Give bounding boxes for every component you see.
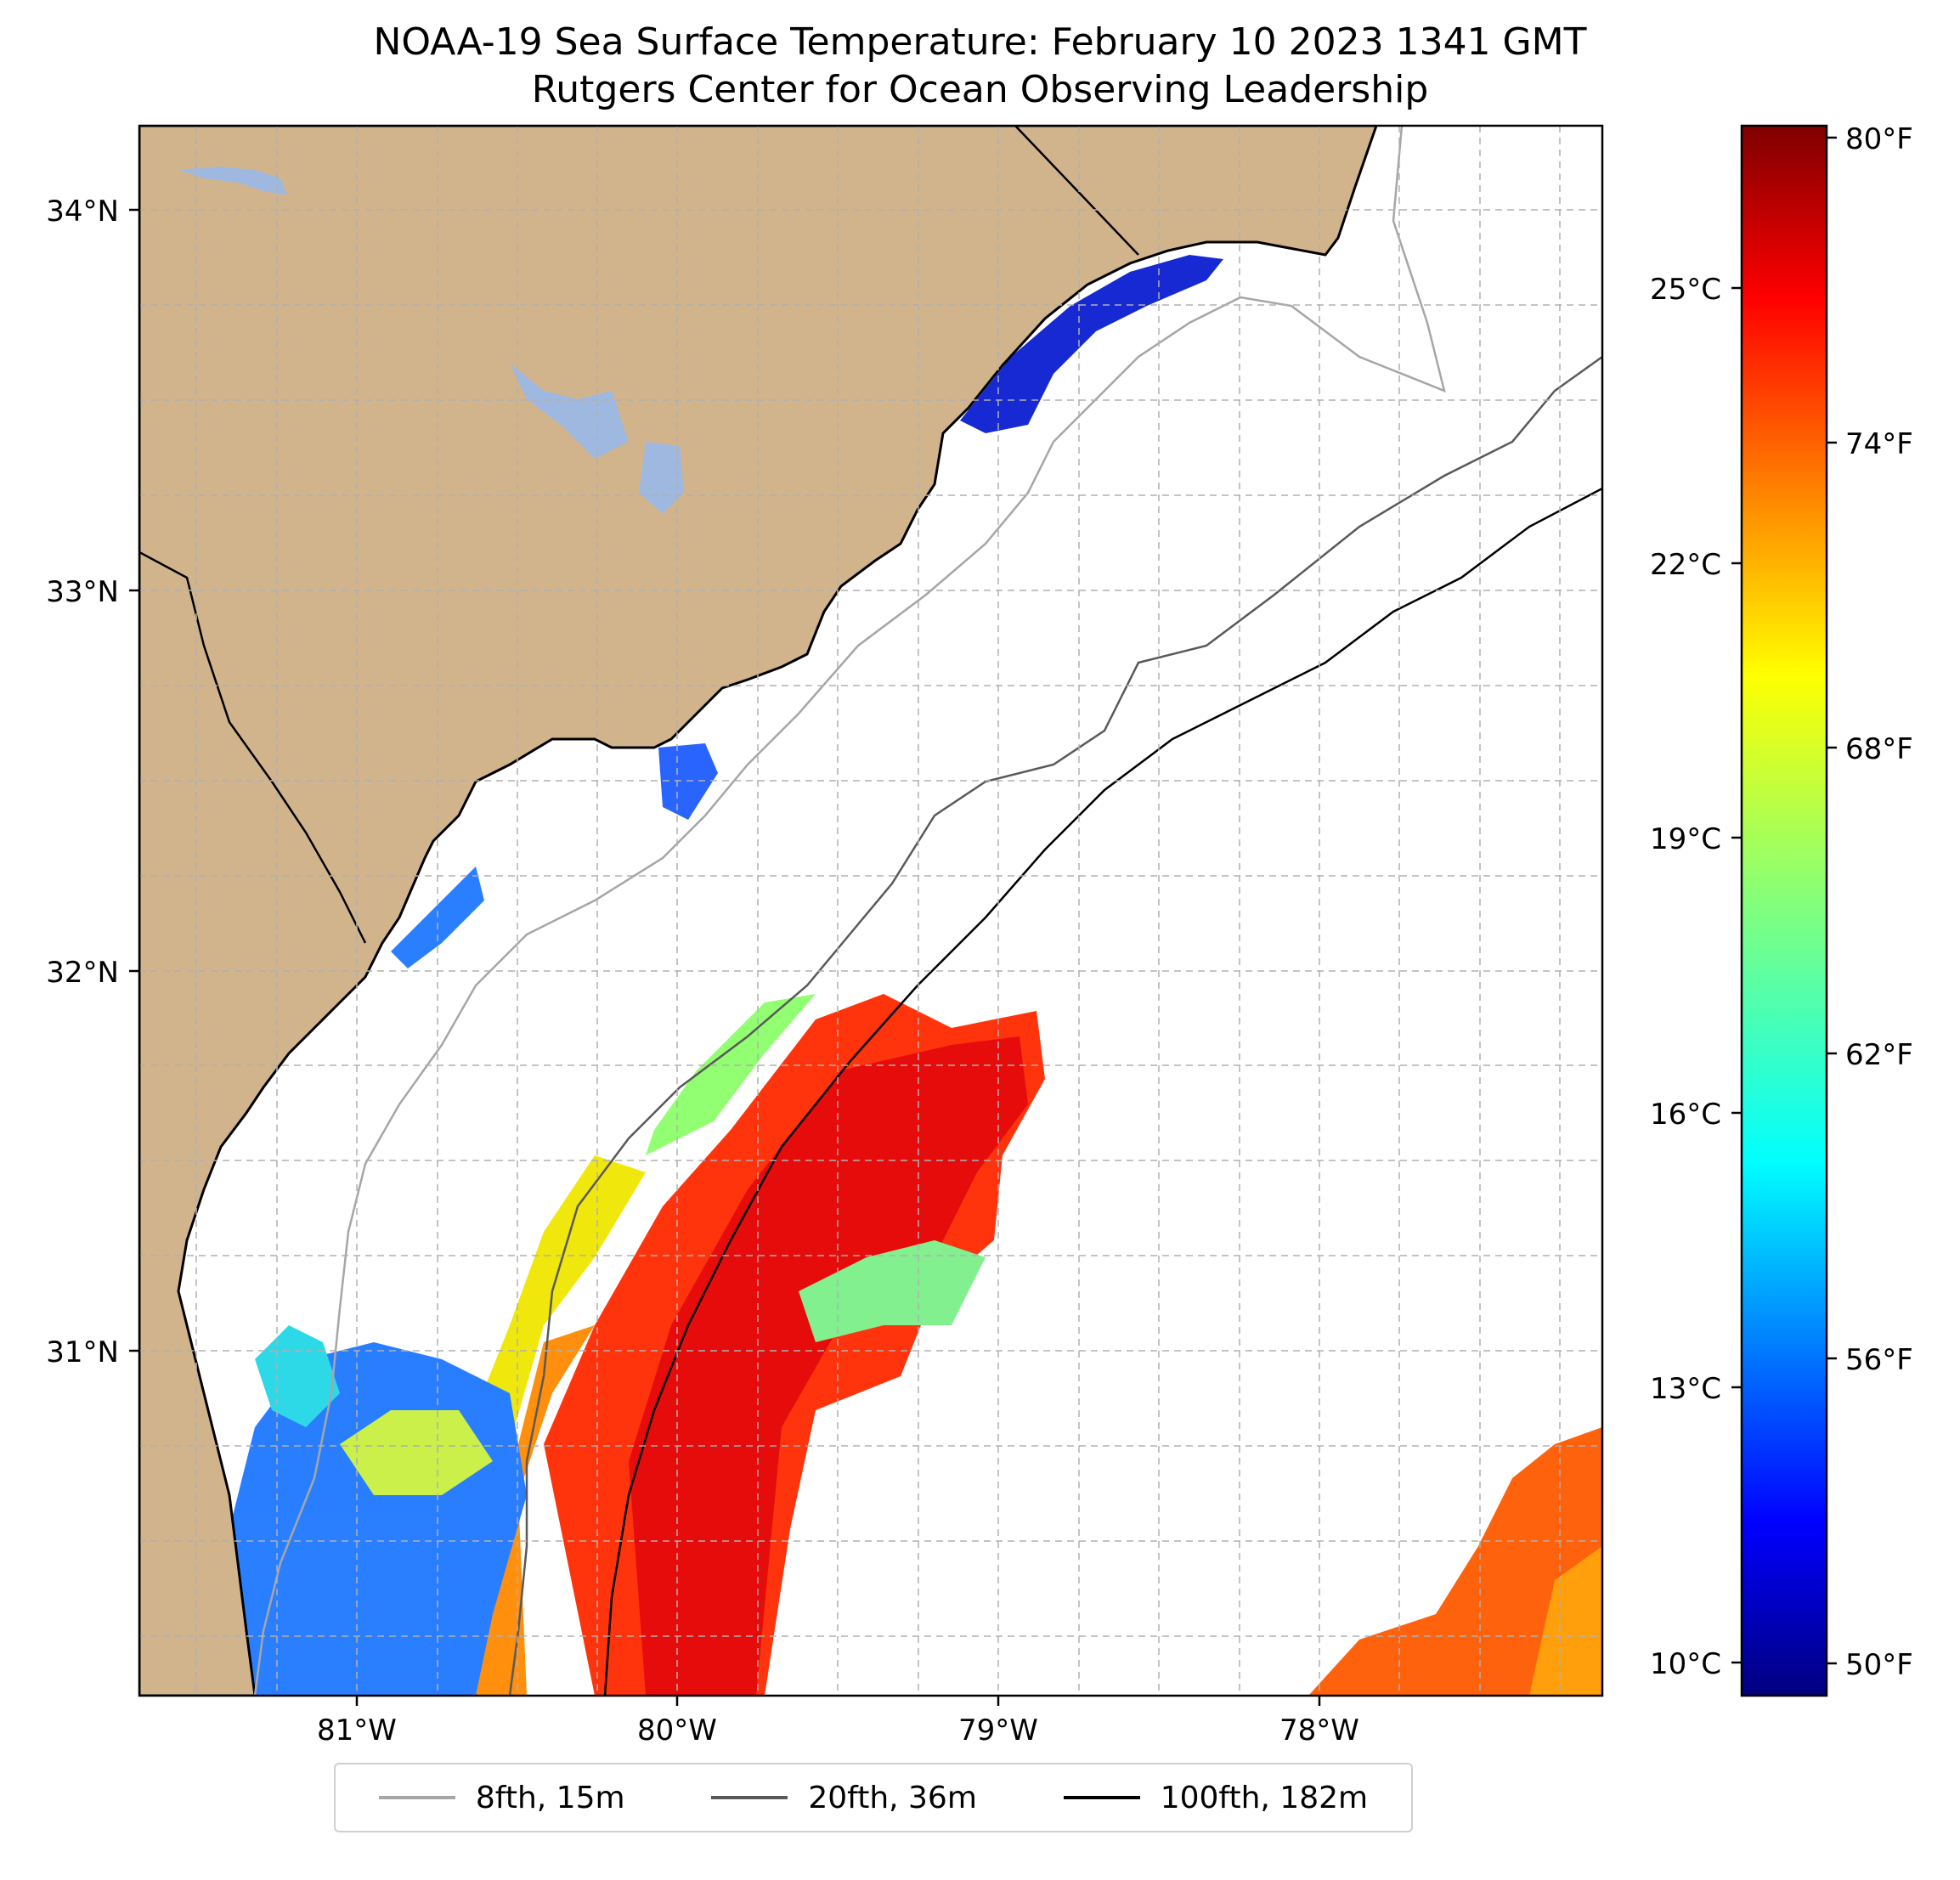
- state-border-sc-ga: [139, 550, 367, 944]
- colorbar-f-80: 80°F: [1845, 122, 1913, 156]
- colorbar-f-50: 50°F: [1845, 1648, 1913, 1682]
- graticule: [139, 126, 1602, 1696]
- lake-north: [178, 167, 287, 195]
- legend-label-100fth: 100fth, 182m: [1160, 1780, 1369, 1815]
- colorbar-c-10: 10°C: [1650, 1647, 1721, 1681]
- map-subtitle: Rutgers Center for Ocean Observing Leade…: [531, 68, 1429, 111]
- map-area: 34°N 33°N 32°N 31°N 81°W 80°W 79°W 78°W: [46, 124, 1604, 1747]
- lat-label-31: 31°N: [46, 1335, 119, 1369]
- legend-line-20fth: [711, 1796, 788, 1799]
- lake-marion: [639, 442, 684, 514]
- colorbar-f-56: 56°F: [1845, 1343, 1913, 1377]
- colorbar-c-19: 19°C: [1650, 822, 1721, 856]
- lat-label-33: 33°N: [46, 575, 119, 609]
- lat-label-32: 32°N: [46, 956, 119, 990]
- colorbar-f-62: 62°F: [1845, 1038, 1913, 1072]
- legend-label-8fth: 8fth, 15m: [475, 1780, 625, 1815]
- lon-label-80: 80°W: [637, 1713, 717, 1747]
- map-title: NOAA-19 Sea Surface Temperature: Februar…: [373, 20, 1587, 64]
- contour-20fth: [508, 355, 1602, 1696]
- legend-label-20fth: 20fth, 36m: [808, 1780, 977, 1815]
- colorbar-c-25: 25°C: [1650, 273, 1721, 307]
- land-mass: [139, 126, 1378, 1696]
- contour-100fth: [603, 487, 1602, 1696]
- lat-label-34: 34°N: [46, 195, 119, 229]
- sst-north-cold: [960, 255, 1223, 433]
- colorbar-gradient: [1740, 124, 1828, 1697]
- colorbar-c-13: 13°C: [1650, 1372, 1721, 1406]
- sst-green-patches: [646, 994, 816, 1155]
- legend-line-100fth: [1063, 1796, 1140, 1799]
- sst-yellow-band: [476, 1155, 646, 1444]
- state-border: [1014, 126, 1139, 256]
- sst-southeast-orange: [1529, 1546, 1602, 1696]
- legend-item-100fth: 100fth, 182m: [1063, 1780, 1369, 1815]
- legend-item-20fth: 20fth, 36m: [711, 1781, 977, 1815]
- sst-southeast-warm: [1308, 1427, 1602, 1696]
- colorbar-f-74: 74°F: [1845, 427, 1913, 461]
- sst-warm-center: [629, 1036, 1028, 1696]
- lon-label-79: 79°W: [958, 1713, 1038, 1747]
- lon-ticks: [355, 1696, 1321, 1706]
- lon-label-78: 78°W: [1279, 1713, 1359, 1747]
- map-frame: [138, 124, 1604, 1697]
- colorbar-f-68: 68°F: [1845, 732, 1913, 766]
- contour-legend: 8fth, 15m 20fth, 36m 100fth, 182m: [334, 1763, 1413, 1832]
- sst-mid-greenyellow: [340, 1410, 493, 1495]
- lake-moultrie: [510, 364, 629, 459]
- sst-data-layer: [229, 255, 1602, 1696]
- colorbar-c-22: 22°C: [1650, 548, 1721, 582]
- legend-item-8fth: 8fth, 15m: [378, 1780, 625, 1815]
- sst-mid-cold: [658, 743, 718, 820]
- colorbar-c-16: 16°C: [1650, 1098, 1721, 1132]
- sst-orange-fringe: [476, 1325, 595, 1696]
- colorbar: 25°C 22°C 19°C 16°C 13°C 10°C 80°F 74°F …: [1650, 122, 1913, 1697]
- sst-green-mid: [799, 1240, 986, 1342]
- lon-label-81: 81°W: [317, 1713, 397, 1747]
- lat-ticks: [129, 208, 139, 1352]
- legend-line-8fth: [378, 1796, 455, 1799]
